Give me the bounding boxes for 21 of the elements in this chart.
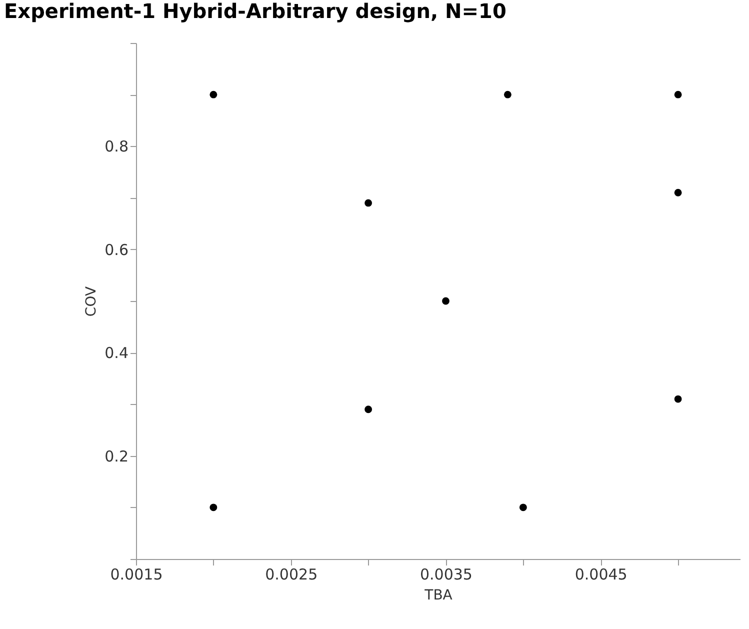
x-tick-label: 0.0035: [420, 566, 472, 584]
point: [504, 90, 512, 98]
point: [210, 504, 218, 512]
point: [674, 188, 682, 196]
x-tick-label: 0.0025: [265, 566, 318, 584]
x-tick-label: 0.0045: [574, 566, 628, 584]
point: [519, 504, 527, 512]
point: [364, 406, 372, 414]
point: [210, 90, 218, 98]
x-tick-label: 0.0015: [110, 566, 163, 584]
x-axis-title: TBA: [424, 588, 453, 604]
point: [364, 199, 372, 207]
y-tick-label: 0.8: [104, 138, 128, 156]
y-tick-label: 0.2: [104, 447, 128, 466]
point: [442, 297, 450, 305]
y-tick-label: 0.6: [104, 240, 128, 259]
y-axis-title: COV: [84, 286, 100, 317]
point: [674, 90, 682, 98]
point: [674, 395, 682, 403]
y-tick-label: 0.4: [104, 344, 128, 362]
chart-title: Experiment-1 Hybrid-Arbitrary design, N=10: [4, 0, 506, 23]
